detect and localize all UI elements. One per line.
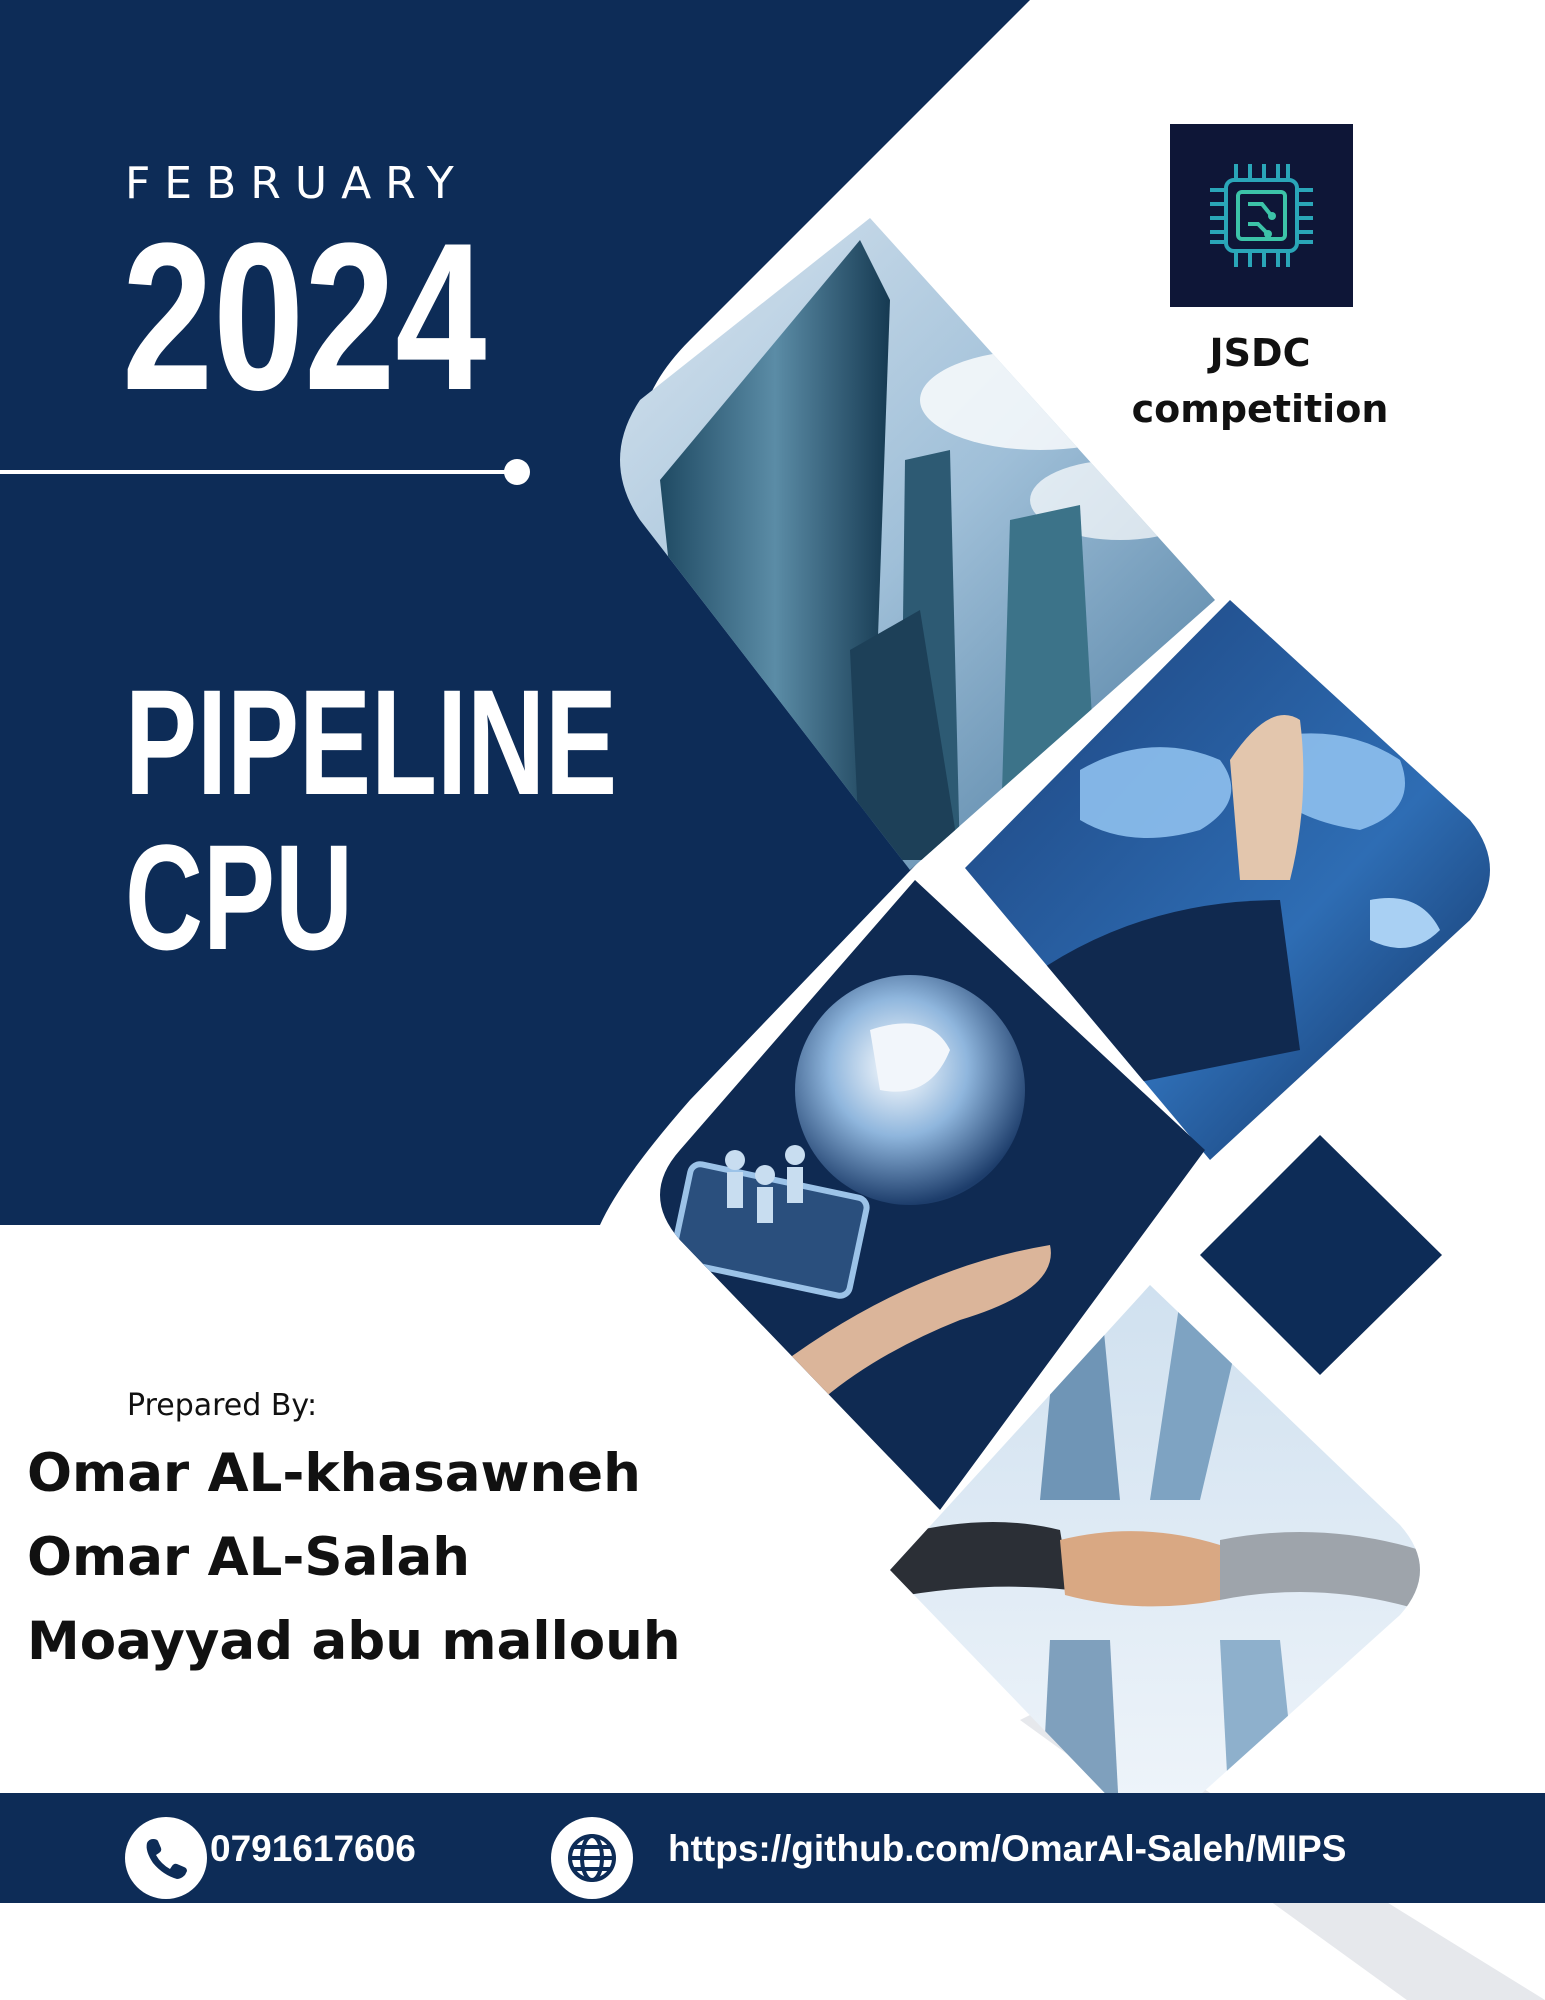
author-name: Moayyad abu mallouh — [27, 1611, 681, 1672]
cover-title-line1: PIPELINE — [125, 658, 618, 826]
author-list: Omar AL-khasawneh Omar AL-Salah Moayyad … — [27, 1432, 681, 1684]
badge-line2: competition — [1131, 387, 1389, 431]
phone-number: 0791617606 — [210, 1828, 416, 1869]
cover-year: 2024 — [122, 199, 487, 434]
author-name: Omar AL-Salah — [27, 1527, 471, 1588]
footer-bar — [0, 1793, 1545, 1903]
cover-title: PIPELINE CPU — [125, 665, 617, 975]
prepared-by-label: Prepared By: — [127, 1388, 318, 1423]
cover-month: FEBRUARY — [125, 158, 468, 209]
badge-label: JSDC competition — [1110, 325, 1410, 437]
badge-logo — [1170, 124, 1353, 307]
cover-title-line2: CPU — [125, 813, 354, 981]
globe-icon — [551, 1817, 633, 1899]
badge-line1: JSDC — [1209, 331, 1311, 375]
github-link[interactable]: https://github.com/OmarAl-Saleh/MIPS — [668, 1828, 1347, 1869]
cpu-chip-icon — [1210, 164, 1313, 267]
phone-icon — [125, 1817, 207, 1899]
author-name: Omar AL-khasawneh — [27, 1443, 641, 1504]
